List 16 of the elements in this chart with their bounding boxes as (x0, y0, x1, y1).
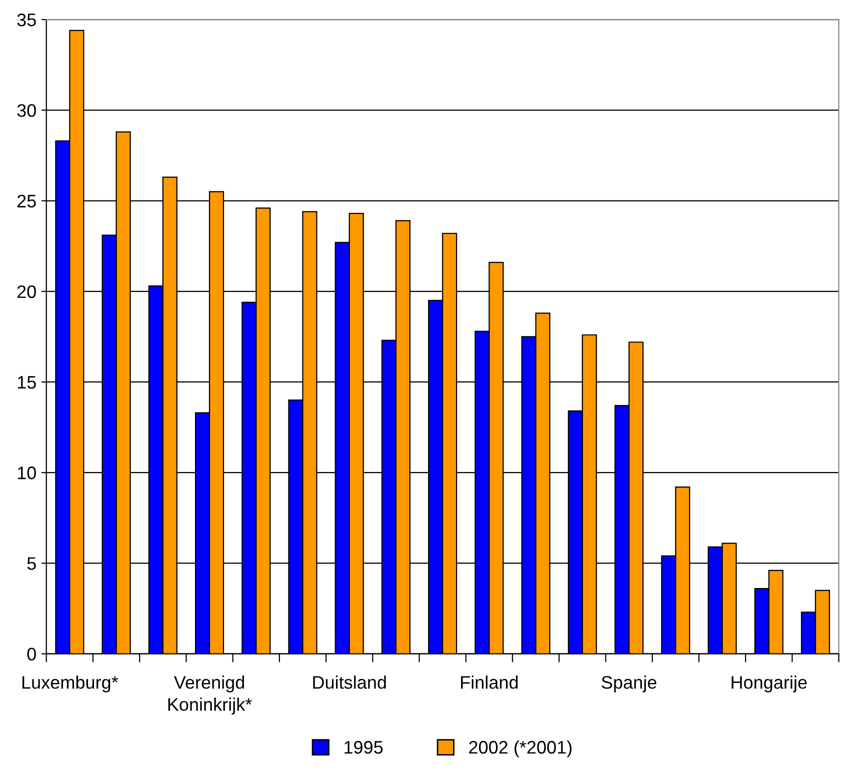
x-tick-label: Finland (461, 676, 518, 689)
y-tick-label: 0 (27, 648, 36, 661)
y-tick-label: 20 (17, 285, 36, 298)
y-tick-label: 10 (18, 466, 36, 480)
y-tick-label: 25 (17, 194, 36, 208)
y-tick-label: 15 (18, 376, 36, 389)
x-tick-label: Spanje (602, 676, 656, 692)
x-tick-label: Verenigd Koninkrijk* (168, 676, 252, 714)
legend-label: 2002 (*2001) (469, 740, 572, 758)
y-tick-label: 35 (17, 14, 36, 26)
legend-label: 1995 (344, 740, 383, 754)
x-tick-label: Hongarije (732, 676, 807, 692)
x-tick-label: Duitsland (313, 676, 386, 689)
y-tick-label: 30 (17, 104, 36, 117)
y-tick-label: 5 (27, 557, 36, 570)
x-tick-label: Luxemburg* (22, 676, 118, 692)
